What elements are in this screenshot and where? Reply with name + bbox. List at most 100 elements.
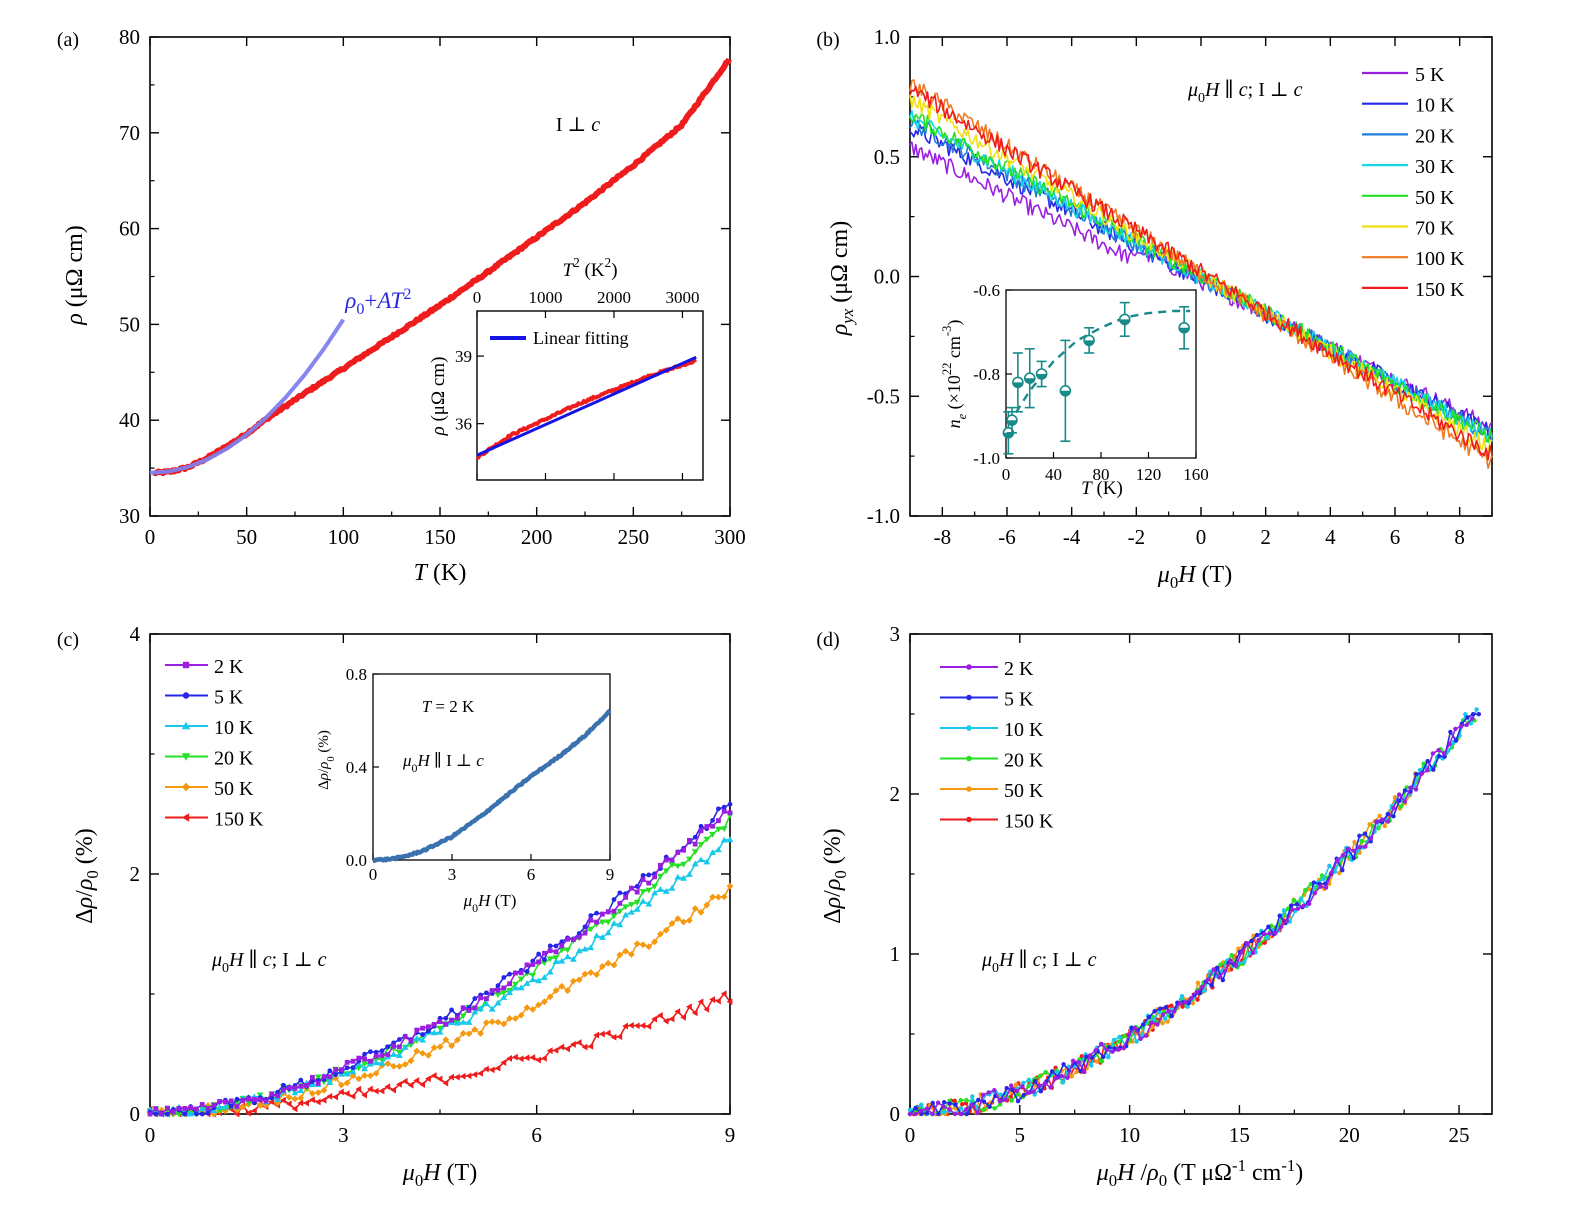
x-tick-label: 0 bbox=[369, 865, 378, 884]
inset-annotation-geometry: μ0H ∥ I ⊥ c bbox=[402, 751, 484, 775]
series-marker bbox=[628, 950, 635, 958]
series-marker bbox=[344, 1065, 350, 1071]
series-marker bbox=[517, 984, 525, 991]
series-marker bbox=[396, 1052, 403, 1059]
series-marker bbox=[1009, 1083, 1014, 1088]
series-marker bbox=[517, 1055, 524, 1063]
series-marker bbox=[958, 1106, 964, 1111]
series-marker bbox=[198, 1105, 206, 1112]
panel-b-axes: -8 -6 -4 -2 0 2 4 6 8 -1.0 -0.5 0.0 0.5 1.0 5 K 10 K 20 … bbox=[867, 25, 1493, 549]
series-marker bbox=[628, 908, 635, 915]
series-marker bbox=[1408, 785, 1413, 790]
series-marker bbox=[420, 1025, 425, 1031]
series-marker bbox=[1134, 1039, 1139, 1044]
series-marker bbox=[1311, 880, 1317, 885]
series-marker bbox=[1185, 1004, 1190, 1009]
y-tick-label: -0.6 bbox=[973, 281, 1000, 300]
series-marker bbox=[321, 1074, 327, 1080]
inset-y-axis-label: Δρ/ρ0 (%) bbox=[316, 730, 337, 790]
series-marker bbox=[465, 1030, 473, 1038]
series-marker bbox=[483, 1000, 490, 1007]
series-marker bbox=[1074, 1069, 1079, 1075]
series-marker bbox=[552, 1046, 559, 1054]
series-marker bbox=[194, 1106, 199, 1112]
series-marker bbox=[599, 919, 606, 926]
series-marker bbox=[941, 1104, 946, 1109]
axes-frame bbox=[149, 36, 731, 517]
series-marker bbox=[552, 958, 560, 965]
series-marker bbox=[310, 1074, 315, 1080]
series-marker bbox=[935, 1100, 941, 1105]
series-marker bbox=[281, 1082, 286, 1088]
series-marker bbox=[958, 1111, 963, 1117]
series-marker bbox=[285, 1100, 292, 1108]
series-marker bbox=[1214, 965, 1220, 970]
series-marker bbox=[715, 893, 722, 901]
legend-marker bbox=[182, 661, 190, 669]
series-marker bbox=[691, 905, 699, 912]
series-marker bbox=[269, 1091, 275, 1097]
series-marker bbox=[1436, 748, 1441, 753]
series-marker bbox=[604, 919, 612, 926]
x-tick-label: 5 bbox=[1015, 1123, 1026, 1147]
series-marker bbox=[1190, 1001, 1196, 1006]
series-marker bbox=[501, 975, 507, 980]
series-marker bbox=[1009, 1098, 1014, 1103]
series-marker bbox=[1003, 1097, 1008, 1102]
series-marker bbox=[1256, 937, 1261, 943]
series-marker bbox=[338, 1088, 344, 1096]
series-marker bbox=[1340, 853, 1346, 858]
series-marker bbox=[372, 1059, 380, 1066]
series-marker bbox=[448, 1042, 455, 1050]
series-marker bbox=[1323, 885, 1329, 890]
series-marker bbox=[604, 1029, 611, 1037]
series-marker bbox=[1382, 823, 1388, 829]
series-marker bbox=[997, 1099, 1003, 1104]
series-marker bbox=[587, 944, 595, 951]
series-marker bbox=[593, 932, 600, 939]
series-marker bbox=[640, 873, 646, 878]
series-marker bbox=[1197, 990, 1203, 996]
series-marker bbox=[1169, 1003, 1174, 1008]
series-marker bbox=[622, 1022, 628, 1030]
series-marker bbox=[361, 1091, 367, 1099]
series-marker bbox=[588, 913, 594, 919]
series-marker bbox=[1200, 984, 1205, 990]
series-marker bbox=[1050, 1069, 1055, 1074]
series-marker bbox=[223, 1099, 228, 1105]
series-marker bbox=[669, 857, 675, 863]
series-marker bbox=[616, 908, 624, 915]
series-marker bbox=[1194, 989, 1199, 995]
series-marker bbox=[443, 1015, 449, 1021]
legend-marker bbox=[181, 782, 191, 792]
series-marker bbox=[332, 1074, 339, 1082]
data-point-fill bbox=[1119, 319, 1130, 325]
series-marker bbox=[581, 1043, 588, 1051]
series-marker bbox=[559, 943, 565, 949]
series-marker bbox=[484, 990, 489, 996]
series-marker bbox=[1209, 983, 1214, 988]
series-marker bbox=[506, 1055, 512, 1062]
series-marker bbox=[529, 976, 537, 983]
series-marker bbox=[958, 1098, 963, 1103]
series-marker bbox=[686, 871, 693, 877]
series-marker bbox=[390, 1051, 397, 1057]
series-marker bbox=[628, 902, 635, 908]
x-tick-label: 1000 bbox=[528, 288, 562, 307]
series-marker bbox=[442, 1036, 450, 1044]
series-marker bbox=[675, 850, 681, 855]
series-marker bbox=[1425, 768, 1430, 773]
series-marker bbox=[715, 997, 721, 1005]
series-line-150K bbox=[909, 85, 1493, 461]
series-marker bbox=[199, 1111, 205, 1117]
series-marker bbox=[448, 1073, 454, 1081]
series-marker bbox=[727, 801, 733, 807]
series-marker bbox=[1284, 918, 1289, 924]
inset-frame bbox=[1005, 289, 1197, 459]
series-marker bbox=[1228, 958, 1233, 963]
series-marker bbox=[952, 1098, 958, 1104]
inset-series-linear-fit bbox=[476, 355, 697, 457]
series-marker bbox=[657, 1012, 663, 1019]
series-marker bbox=[1250, 950, 1256, 956]
x-tick-label: 150 bbox=[424, 525, 456, 549]
